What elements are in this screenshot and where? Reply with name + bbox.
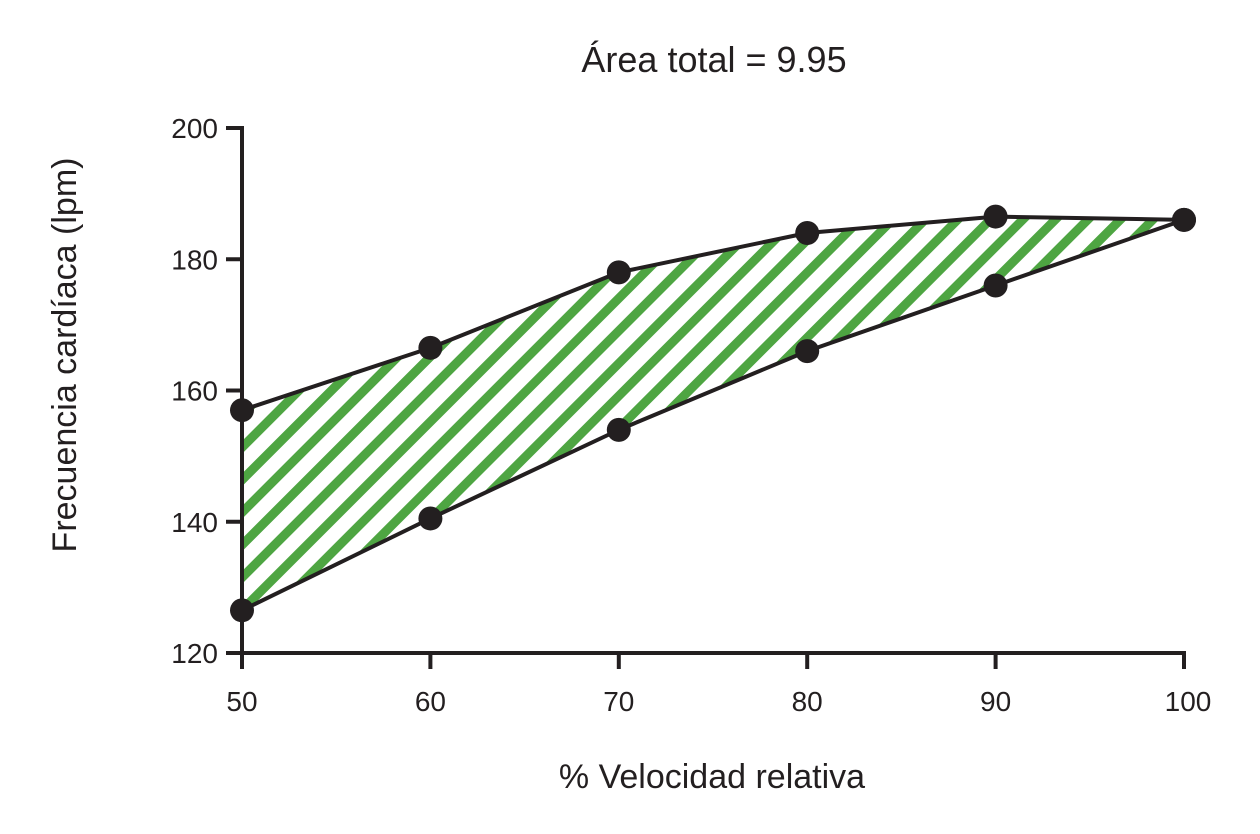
x-tick-label: 50 bbox=[226, 686, 257, 717]
y-tick-label: 180 bbox=[171, 244, 218, 275]
x-ticks: 50 60 70 80 90 100 bbox=[226, 653, 1211, 717]
series-lines bbox=[241, 214, 1185, 613]
upper-data-point bbox=[418, 335, 443, 360]
shaded-area bbox=[242, 216, 1184, 611]
y-axis-label: Frecuencia cardíaca (lpm) bbox=[46, 158, 84, 553]
x-tick-label: 100 bbox=[1165, 686, 1212, 717]
upper-data-point bbox=[606, 260, 631, 285]
x-axis-label: % Velocidad relativa bbox=[559, 758, 865, 796]
lower-data-point bbox=[795, 339, 820, 364]
lower-data-point bbox=[983, 273, 1008, 298]
chart-title: Área total = 9.95 bbox=[581, 39, 846, 80]
x-tick-label: 70 bbox=[603, 686, 634, 717]
y-ticks: 120 140 160 180 200 bbox=[171, 113, 242, 669]
upper-data-point bbox=[230, 398, 254, 423]
data-points bbox=[230, 204, 1196, 623]
y-tick-label: 160 bbox=[171, 376, 218, 407]
upper-data-point bbox=[983, 204, 1008, 229]
lower-data-point bbox=[606, 417, 631, 442]
y-tick-label: 140 bbox=[171, 507, 218, 538]
lower-data-point bbox=[230, 598, 254, 623]
x-tick-label: 80 bbox=[792, 686, 823, 717]
x-tick-label: 90 bbox=[980, 686, 1011, 717]
y-tick-label: 200 bbox=[171, 113, 218, 144]
lower-series-line bbox=[241, 217, 1185, 613]
lower-data-point bbox=[418, 506, 443, 531]
x-tick-label: 60 bbox=[415, 686, 446, 717]
y-tick-label: 120 bbox=[171, 638, 218, 669]
upper-series-line bbox=[241, 214, 1185, 413]
upper-data-point bbox=[795, 221, 820, 245]
lower-data-point bbox=[1172, 207, 1196, 232]
